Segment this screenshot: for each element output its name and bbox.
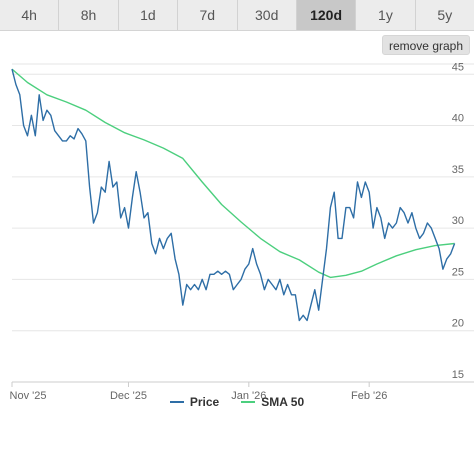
legend-label-price: Price [189, 395, 220, 409]
x-tick-label: Jan '26 [231, 390, 266, 402]
y-tick-label: 35 [452, 164, 464, 176]
price-series-line [11, 68, 456, 322]
tab-1y[interactable]: 1y [356, 0, 416, 30]
x-axis-ticks: Nov '25 Dec '25 Jan '26 Feb '26 [10, 382, 387, 402]
y-tick-label: 25 [452, 266, 464, 278]
y-tick-label: 40 [452, 113, 464, 125]
tab-5y[interactable]: 5y [415, 0, 474, 30]
legend-swatch-sma [241, 401, 256, 403]
legend: Price SMA 50 [0, 392, 474, 412]
tab-4h[interactable]: 4h [0, 0, 60, 30]
x-tick-label: Dec '25 [110, 390, 147, 402]
y-tick-label: 20 [452, 318, 464, 330]
series-lines [11, 68, 456, 322]
y-tick-label: 15 [452, 369, 464, 381]
y-tick-label: 45 [452, 61, 464, 73]
time-range-tabs: 4h 8h 1d 7d 30d 120d 1y 5y [0, 0, 474, 31]
y-tick-label: 30 [452, 215, 464, 227]
legend-item-price[interactable]: Price [169, 395, 220, 409]
tab-30d[interactable]: 30d [237, 0, 297, 30]
legend-swatch-price [169, 401, 184, 403]
remove-graph-button[interactable]: remove graph [382, 35, 470, 55]
tab-7d[interactable]: 7d [178, 0, 238, 30]
x-tick-label: Feb '26 [351, 390, 387, 402]
grid-lines [12, 63, 474, 383]
legend-item-sma[interactable]: SMA 50 [241, 395, 304, 409]
tab-1d[interactable]: 1d [118, 0, 179, 30]
sma-50-series-line [11, 68, 455, 279]
x-tick-label: Nov '25 [10, 390, 47, 402]
tab-8h[interactable]: 8h [59, 0, 119, 30]
y-axis-ticks: 15 20 25 30 35 40 45 [452, 61, 464, 381]
legend-label-sma: SMA 50 [261, 395, 305, 409]
tab-120d[interactable]: 120d [296, 0, 357, 30]
